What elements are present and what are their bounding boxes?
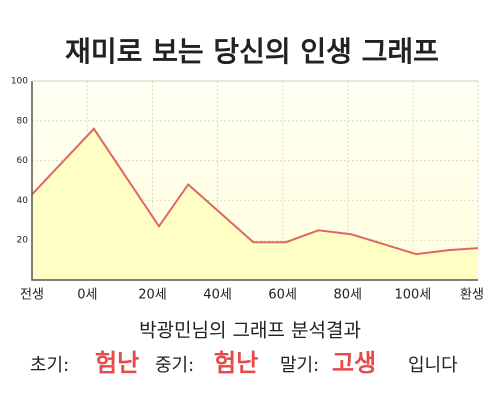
area [32,128,478,280]
y-tick-label: 40 [17,196,29,206]
y-tick-label: 20 [17,236,29,246]
x-tick-label: 80세 [334,288,363,303]
x-tick-label: 환생 [460,288,484,303]
part-verdict: 험난 [95,349,139,377]
x-tick-label: 100세 [394,288,431,303]
ending: 입니다 [408,355,458,376]
line [31,127,479,256]
x-tick-label: 전생 [20,288,44,303]
result-heading: 박광민님의 그래프 분석결과 [139,320,361,342]
part-label: 중기: [155,355,194,376]
x-tick-label: 40세 [203,288,232,303]
x-tick-label: 20세 [138,288,167,303]
part-label: 말기: [280,355,319,376]
x-tick-label: 60세 [268,288,297,303]
part-verdict: 고생 [332,349,376,377]
y-tick-label: 60 [17,156,29,166]
chart-title: 재미로 보는 당신의 인생 그래프 [65,35,439,68]
part-verdict: 험난 [214,349,258,377]
part-label: 초기: [30,355,69,376]
x-tick-label: 0세 [77,288,97,303]
axis [31,81,478,281]
y-tick-label: 100 [11,77,28,87]
y-tick-label: 80 [17,116,29,126]
